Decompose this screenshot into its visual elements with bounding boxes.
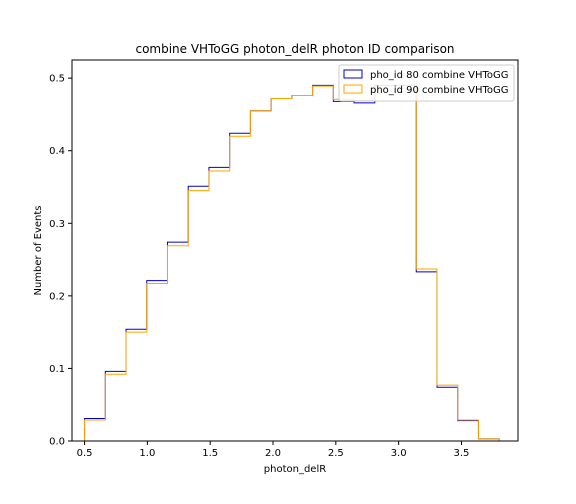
- x-tick-label: 2.0: [265, 448, 281, 459]
- y-tick-label: 0.2: [49, 291, 65, 302]
- legend: pho_id 80 combine VHToGG pho_id 90 combi…: [338, 64, 515, 102]
- axes-frame: [71, 59, 519, 442]
- plot-area: [71, 59, 519, 442]
- x-tick-label: 1.5: [202, 448, 218, 459]
- legend-swatch-pho-id-90: [343, 84, 363, 94]
- legend-swatch-pho-id-80: [343, 69, 363, 79]
- histogram-series-1: [84, 84, 500, 441]
- y-axis-label: Number of Events: [33, 205, 44, 295]
- y-axis: 0.0 0.1 0.2 0.3 0.4 0.5: [49, 74, 72, 448]
- y-tick-label: 0.0: [49, 437, 65, 448]
- legend-box: [338, 64, 515, 102]
- x-axis-label: photon_delR: [264, 464, 326, 475]
- legend-label-pho-id-80: pho_id 80 combine VHToGG: [370, 70, 509, 81]
- x-tick-label: 3.5: [454, 448, 470, 459]
- chart-title: combine VHToGG photon_delR photon ID com…: [135, 42, 454, 56]
- x-tick-label: 2.5: [328, 448, 344, 459]
- x-tick-label: 0.5: [77, 448, 93, 459]
- y-tick-label: 0.1: [49, 364, 65, 375]
- x-tick-label: 3.0: [391, 448, 407, 459]
- axes-background: [72, 60, 518, 441]
- legend-label-pho-id-90: pho_id 90 combine VHToGG: [370, 85, 509, 96]
- series-layer: [84, 84, 500, 441]
- y-tick-label: 0.4: [49, 146, 65, 157]
- x-tick-label: 1.0: [139, 448, 155, 459]
- x-axis: 0.5 1.0 1.5 2.0 2.5 3.0 3.5: [77, 441, 470, 459]
- y-tick-label: 0.3: [49, 219, 65, 230]
- y-tick-label: 0.5: [49, 74, 65, 85]
